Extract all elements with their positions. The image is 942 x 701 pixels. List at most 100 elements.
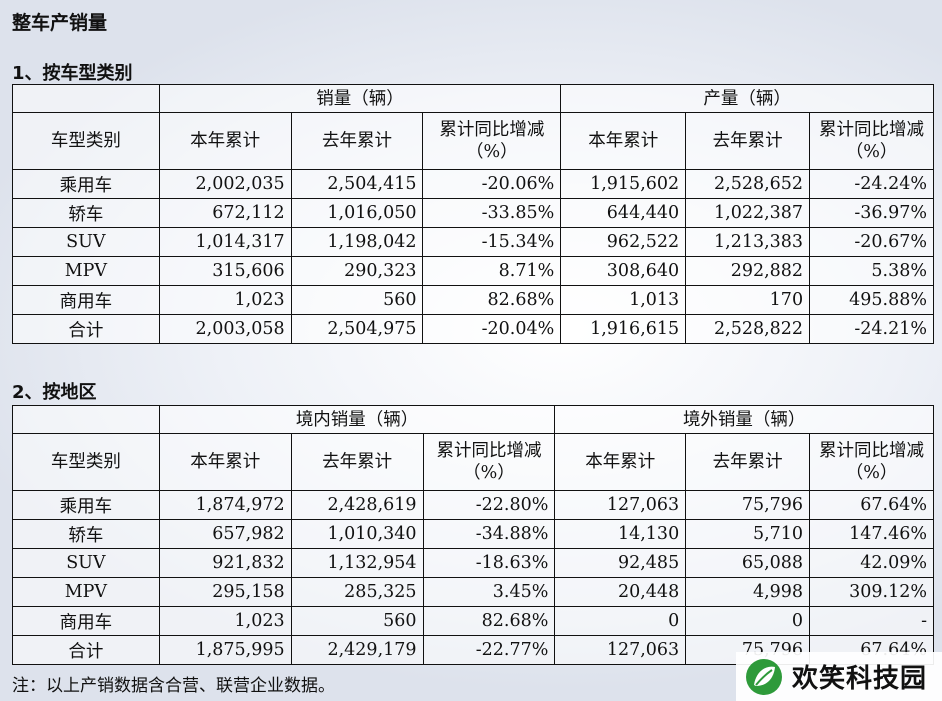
column-header: 累计同比增减（%） [422, 433, 556, 491]
table-cell: - [809, 606, 934, 636]
column-header: 车型类别 [12, 112, 160, 170]
row-label: 商用车 [12, 606, 160, 636]
column-header: 本年累计 [554, 433, 687, 491]
model-type-table: 销量（辆） 产量（辆） 车型类别 本年累计 去年累计 累计同比增减（%） 本年累计 去年累… [12, 84, 934, 344]
table-row: 商用车 1,023 560 82.68% 1,013 170 495.88% [12, 285, 934, 315]
table-cell: 147.46% [809, 519, 934, 549]
table-cell: 2,528,652 [685, 169, 811, 199]
group-header-domestic-sales: 境内销量（辆） [158, 405, 556, 434]
table-row: 乘用车 1,874,972 2,428,619 -22.80% 127,063 75,79… [12, 490, 934, 520]
section-title-by-model: 1、按车型类别 [12, 63, 133, 84]
footnote: 注：以上产销数据含合营、联营企业数据。 [12, 676, 335, 696]
table-cell: 75,796 [685, 490, 811, 520]
row-label: MPV [12, 577, 160, 607]
column-header: 去年累计 [685, 433, 811, 491]
column-header: 本年累计 [158, 433, 292, 491]
table-cell: 42.09% [809, 548, 934, 578]
table-cell: 2,504,415 [290, 169, 424, 199]
column-header: 去年累计 [290, 433, 424, 491]
table-cell: 2,504,975 [290, 314, 424, 344]
region-table: 境内销量（辆） 境外销量（辆） 车型类别 本年累计 去年累计 累计同比增减（%） 本年累… [12, 405, 934, 665]
table-cell: 560 [290, 285, 424, 315]
table-row: MPV 315,606 290,323 8.71% 308,640 292,882 5.38… [12, 256, 934, 286]
watermark: 欢笑科技园 [736, 652, 942, 701]
table-row: SUV 921,832 1,132,954 -18.63% 92,485 65,088 42… [12, 548, 934, 578]
table-row: 轿车 672,112 1,016,050 -33.85% 644,440 1,022,38… [12, 198, 934, 228]
column-header: 累计同比增减（%） [809, 433, 934, 491]
column-header: 车型类别 [12, 433, 160, 491]
column-header: 累计同比增减（%） [809, 112, 934, 170]
table-cell: 127,063 [554, 635, 687, 665]
table-cell: 315,606 [158, 256, 292, 286]
table-cell: 292,882 [685, 256, 811, 286]
row-label: 乘用车 [12, 490, 160, 520]
table-cell: 2,429,179 [290, 635, 424, 665]
row-label: MPV [12, 256, 160, 286]
row-label: SUV [12, 548, 160, 578]
table-cell: 657,982 [158, 519, 292, 549]
table-cell: -36.97% [809, 198, 934, 228]
table-cell: 5,710 [685, 519, 811, 549]
row-label: 合计 [12, 314, 160, 344]
table-row: SUV 1,014,317 1,198,042 -15.34% 962,522 1,213… [12, 227, 934, 257]
column-header: 本年累计 [158, 112, 292, 170]
table-cell: 14,130 [554, 519, 687, 549]
group-header-sales: 销量（辆） [158, 84, 562, 113]
table-cell: 644,440 [560, 198, 687, 228]
watermark-text: 欢笑科技园 [792, 664, 928, 694]
table-cell: 2,002,035 [158, 169, 292, 199]
group-header-production: 产量（辆） [560, 84, 934, 113]
table-cell: 67.64% [809, 490, 934, 520]
table-cell: 962,522 [560, 227, 687, 257]
row-label: 轿车 [12, 198, 160, 228]
table-cell: 1,213,383 [685, 227, 811, 257]
table-cell: -34.88% [422, 519, 556, 549]
table-cell: 295,158 [158, 577, 292, 607]
table-cell: 285,325 [290, 577, 424, 607]
table-cell: 170 [685, 285, 811, 315]
table-cell: 921,832 [158, 548, 292, 578]
table-cell: 308,640 [560, 256, 687, 286]
table-cell: 1,010,340 [290, 519, 424, 549]
table-row: 轿车 657,982 1,010,340 -34.88% 14,130 5,710 147.… [12, 519, 934, 549]
table-row: 商用车 1,023 560 82.68% 0 0- [12, 606, 934, 636]
table-cell: 127,063 [554, 490, 687, 520]
table-cell: -33.85% [422, 198, 562, 228]
table-cell: 1,022,387 [685, 198, 811, 228]
table-cell: 2,003,058 [158, 314, 292, 344]
table-cell: 1,874,972 [158, 490, 292, 520]
table-cell: 1,016,050 [290, 198, 424, 228]
table-cell: 20,448 [554, 577, 687, 607]
table-row: MPV 295,158 285,325 3.45% 20,448 4,998 309.12% [12, 577, 934, 607]
table-cell: 0 [685, 606, 811, 636]
table-row: 乘用车 2,002,035 2,504,415 -20.06% 1,915,602 2,5… [12, 169, 934, 199]
table-cell: 2,428,619 [290, 490, 424, 520]
table-cell: 560 [290, 606, 424, 636]
table-cell: 1,023 [158, 285, 292, 315]
table-cell: 309.12% [809, 577, 934, 607]
table-cell: 1,916,615 [560, 314, 687, 344]
table-cell: -20.67% [809, 227, 934, 257]
table-cell: -20.04% [422, 314, 562, 344]
row-label: SUV [12, 227, 160, 257]
table-cell: 3.45% [422, 577, 556, 607]
group-header-overseas-sales: 境外销量（辆） [554, 405, 934, 434]
table-cell: 1,023 [158, 606, 292, 636]
table-cell: -15.34% [422, 227, 562, 257]
corner-cell [12, 84, 160, 113]
page-title: 整车产销量 [12, 12, 108, 34]
table-cell: 0 [554, 606, 687, 636]
table-cell: 1,198,042 [290, 227, 424, 257]
table-cell: 672,112 [158, 198, 292, 228]
column-header: 去年累计 [685, 112, 811, 170]
table-row: 合计 1,875,995 2,429,179 -22.77% 127,063 75,796… [12, 635, 934, 665]
column-header: 去年累计 [290, 112, 424, 170]
row-label: 轿车 [12, 519, 160, 549]
row-label: 乘用车 [12, 169, 160, 199]
table-cell: 8.71% [422, 256, 562, 286]
table-cell: 92,485 [554, 548, 687, 578]
table-cell: -24.24% [809, 169, 934, 199]
table-cell: 1,132,954 [290, 548, 424, 578]
row-label: 商用车 [12, 285, 160, 315]
table-cell: -22.77% [422, 635, 556, 665]
